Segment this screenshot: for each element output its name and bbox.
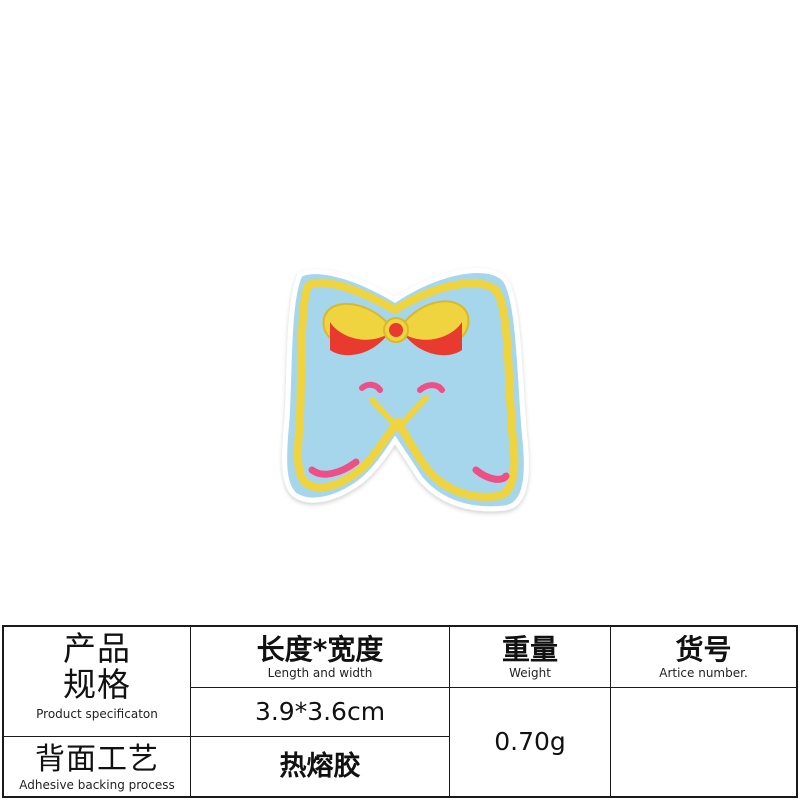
length-width-value-cell: 3.9*3.6cm (191, 688, 450, 737)
length-width-header-cell: 长度*宽度 Length and width (191, 627, 450, 688)
backing-label-zh: 背面工艺 (35, 741, 159, 777)
weight-header-cell: 重量 Weight (450, 627, 611, 688)
article-value-cell (611, 688, 796, 796)
weight-label-zh: 重量 (501, 633, 558, 666)
pink-accent-mid-right (417, 382, 445, 393)
article-label-zh: 货号 (675, 633, 732, 666)
pink-accent-right (472, 466, 510, 483)
length-width-value: 3.9*3.6cm (254, 697, 386, 726)
pink-accent-left (308, 458, 360, 478)
length-width-label-en: Length and width (267, 666, 373, 680)
product-spec-label-cell: 产品 规格 Product specificaton (4, 627, 191, 737)
backing-label-cell: 背面工艺 Adhesive backing process (4, 737, 191, 796)
weight-value: 0.70g (494, 727, 566, 756)
weight-value-cell: 0.70g (450, 688, 611, 796)
length-width-label-zh: 长度*宽度 (256, 633, 384, 666)
spec-table: 产品 规格 Product specificaton 长度*宽度 Length … (2, 625, 798, 798)
backing-value: 热熔胶 (279, 750, 361, 782)
m-stitch (369, 395, 429, 431)
product-spec-label-en: Product specificaton (36, 707, 158, 721)
bow-right-red (404, 322, 462, 356)
backing-label-en: Adhesive backing process (19, 777, 175, 792)
weight-label-en: Weight (509, 666, 551, 680)
article-header-cell: 货号 Artice number. (611, 627, 796, 688)
yellow-outline (293, 278, 519, 501)
article-label-en: Artice number. (659, 666, 748, 680)
product-spec-label-zh-1: 产品 (63, 629, 131, 668)
product-spec-label-zh-2: 规格 (63, 665, 131, 704)
embroidered-letter-m-patch (282, 268, 529, 512)
backing-value-cell: 热熔胶 (191, 737, 450, 796)
product-photo (282, 268, 529, 512)
bow-knot-center (389, 323, 403, 337)
pink-accent-mid-left (359, 381, 383, 393)
bow-left-red (330, 322, 388, 356)
